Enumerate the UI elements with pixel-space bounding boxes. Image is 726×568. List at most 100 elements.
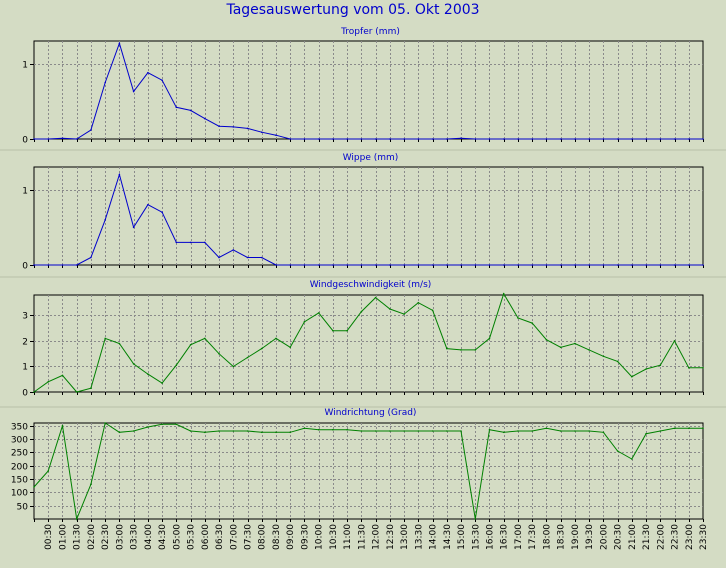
data-point — [431, 264, 434, 266]
data-point — [289, 264, 292, 266]
y-tick-label: 100 — [11, 489, 28, 499]
x-tick-label: 08:30 — [272, 524, 282, 550]
data-point — [474, 518, 477, 520]
y-tick-label: 150 — [11, 476, 28, 486]
x-tick-label: 13:30 — [414, 524, 424, 550]
data-point — [161, 211, 163, 213]
x-tick-label: 15:00 — [457, 524, 467, 550]
y-tick-label: 0 — [22, 389, 28, 399]
data-point — [559, 430, 562, 432]
data-point — [417, 264, 420, 266]
data-point — [246, 127, 249, 130]
data-point — [346, 264, 348, 266]
data-point — [317, 312, 320, 314]
data-point — [75, 264, 78, 266]
data-point — [531, 430, 533, 432]
data-point — [602, 355, 605, 358]
data-point — [218, 352, 220, 355]
data-point — [275, 337, 277, 340]
data-point — [189, 344, 192, 346]
data-point — [175, 364, 178, 367]
x-tick-label: 20:00 — [599, 524, 609, 550]
data-point — [602, 431, 605, 434]
page-title: Tagesauswertung vom 05. Okt 2003 — [225, 2, 479, 18]
data-point — [673, 340, 676, 342]
x-tick-label: 20:30 — [614, 524, 624, 550]
data-point — [559, 138, 562, 140]
x-tick-label: 21:00 — [628, 524, 638, 550]
y-tick-label: 3 — [22, 312, 28, 322]
data-point — [90, 129, 92, 131]
data-point — [574, 342, 576, 345]
data-point — [346, 138, 348, 140]
data-point — [688, 367, 690, 369]
data-point — [303, 138, 306, 140]
data-point — [61, 137, 64, 139]
data-point — [147, 373, 149, 375]
y-tick-label: 0 — [22, 136, 28, 146]
data-point — [673, 264, 676, 266]
data-point — [502, 292, 505, 295]
data-point — [559, 264, 562, 266]
data-point — [303, 264, 306, 266]
data-point — [517, 430, 519, 432]
data-point — [545, 338, 548, 341]
data-point — [389, 264, 391, 266]
x-tick-label: 03:00 — [115, 524, 125, 550]
data-point — [574, 430, 576, 432]
data-point — [374, 264, 377, 266]
data-point — [631, 375, 633, 378]
data-point — [275, 264, 277, 266]
data-point — [431, 138, 434, 140]
data-point — [246, 356, 249, 359]
y-tick-label: 300 — [11, 436, 28, 446]
data-point — [374, 138, 377, 140]
data-point — [673, 138, 676, 140]
data-point — [47, 381, 49, 383]
x-tick-label: 05:30 — [187, 524, 197, 550]
data-point — [602, 138, 605, 140]
data-series-line — [34, 172, 703, 266]
data-point — [33, 138, 35, 140]
data-point — [132, 90, 135, 93]
data-point — [531, 264, 533, 266]
data-point — [332, 428, 334, 431]
data-point — [517, 264, 519, 266]
data-point — [189, 109, 192, 112]
data-point — [303, 321, 306, 323]
data-point — [61, 424, 64, 427]
data-point — [175, 241, 178, 244]
data-point — [104, 219, 106, 221]
y-tick-label: 1 — [22, 61, 28, 71]
x-tick-label: 22:30 — [671, 524, 681, 550]
chart-title: Windrichtung (Grad) — [325, 408, 417, 418]
data-point — [332, 329, 334, 332]
data-point — [688, 427, 690, 430]
data-point — [47, 264, 49, 266]
data-point — [531, 322, 533, 324]
data-point — [417, 138, 420, 140]
x-tick-label: 00:30 — [44, 524, 54, 550]
data-point — [374, 296, 377, 299]
x-tick-label: 11:00 — [343, 524, 353, 550]
data-point — [659, 364, 662, 367]
data-point — [90, 256, 92, 259]
data-point — [474, 138, 477, 140]
x-tick-label: 21:30 — [642, 524, 652, 550]
y-tick-label: 2 — [22, 338, 28, 348]
data-point — [659, 430, 662, 432]
plot-area — [33, 166, 704, 266]
data-point — [588, 349, 590, 351]
data-point — [132, 430, 135, 432]
data-point — [317, 138, 320, 140]
x-tick-label: 12:00 — [372, 524, 382, 550]
data-point — [488, 337, 491, 340]
data-point — [118, 431, 121, 434]
data-point — [246, 430, 249, 432]
x-tick-label: 05:00 — [172, 524, 182, 550]
data-point — [460, 264, 462, 266]
data-point — [545, 264, 548, 266]
x-tick-label: 02:30 — [101, 524, 111, 550]
data-point — [161, 79, 163, 81]
